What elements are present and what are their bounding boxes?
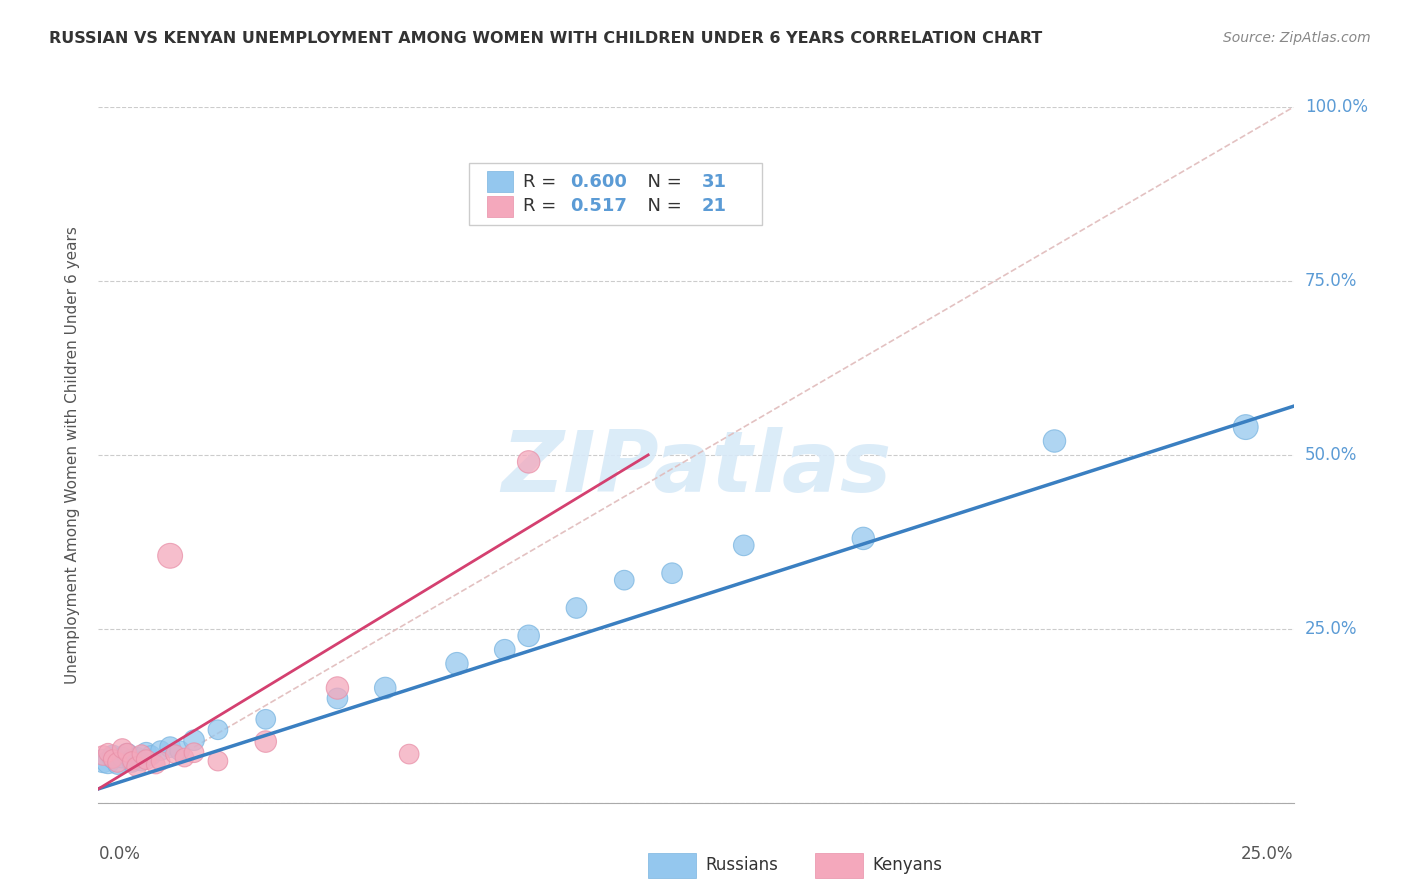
Point (111, 750, 134, 764)
Point (101, 748, 124, 763)
Text: 31: 31 (702, 173, 727, 191)
FancyBboxPatch shape (486, 196, 513, 217)
Point (613, 573, 636, 587)
Point (135, 746, 157, 760)
Point (1043, 434, 1066, 448)
Point (97, 746, 120, 760)
Point (121, 756, 143, 770)
Point (173, 750, 195, 764)
FancyBboxPatch shape (486, 171, 513, 192)
Text: 100.0%: 100.0% (1305, 98, 1368, 116)
Point (149, 754, 172, 768)
Text: N =: N = (637, 173, 688, 191)
Text: 21: 21 (702, 197, 727, 215)
Point (207, 723, 229, 737)
Point (446, 657, 468, 671)
Point (661, 566, 683, 581)
Text: 0.517: 0.517 (571, 197, 627, 215)
Text: 0.0%: 0.0% (98, 845, 141, 863)
Text: Russians: Russians (706, 856, 779, 874)
Point (107, 757, 129, 772)
Text: R =: R = (523, 173, 561, 191)
Point (565, 601, 588, 615)
Text: 25.0%: 25.0% (1241, 845, 1294, 863)
Point (517, 629, 540, 643)
Point (374, 681, 396, 695)
Point (107, 756, 129, 770)
Point (101, 752, 124, 766)
Point (326, 691, 349, 706)
Text: ZIPatlas: ZIPatlas (501, 427, 891, 510)
Point (125, 759, 148, 773)
Point (852, 532, 875, 546)
Point (183, 746, 205, 760)
Point (111, 741, 134, 756)
Point (115, 747, 138, 761)
Point (149, 744, 172, 758)
Point (97, 756, 120, 770)
Point (131, 754, 153, 768)
Text: RUSSIAN VS KENYAN UNEMPLOYMENT AMONG WOMEN WITH CHILDREN UNDER 6 YEARS CORRELATI: RUSSIAN VS KENYAN UNEMPLOYMENT AMONG WOM… (49, 31, 1042, 46)
Point (101, 750, 124, 764)
Point (1234, 420, 1257, 434)
Text: 50.0%: 50.0% (1305, 446, 1357, 464)
Point (121, 754, 143, 768)
Point (135, 753, 157, 767)
Point (169, 744, 191, 758)
Point (398, 747, 420, 761)
Y-axis label: Unemployment Among Women with Children Under 6 years: Unemployment Among Women with Children U… (65, 226, 80, 684)
Point (115, 746, 138, 760)
Point (131, 747, 153, 761)
Text: R =: R = (523, 197, 561, 215)
FancyBboxPatch shape (470, 162, 762, 226)
Point (207, 754, 229, 768)
Text: 0.600: 0.600 (571, 173, 627, 191)
Point (326, 681, 349, 695)
Point (159, 740, 181, 755)
FancyBboxPatch shape (815, 853, 863, 878)
Point (91, 754, 114, 768)
Point (254, 712, 277, 726)
Text: Source: ZipAtlas.com: Source: ZipAtlas.com (1223, 31, 1371, 45)
Point (139, 748, 162, 763)
Text: N =: N = (637, 197, 688, 215)
Point (163, 747, 186, 761)
Text: 75.0%: 75.0% (1305, 272, 1357, 290)
Point (517, 455, 540, 469)
Point (159, 549, 181, 563)
Text: 25.0%: 25.0% (1305, 620, 1357, 638)
Point (183, 733, 205, 747)
Text: Kenyans: Kenyans (873, 856, 943, 874)
Point (91, 748, 114, 763)
Point (145, 757, 167, 772)
Point (254, 734, 277, 748)
Point (494, 642, 516, 657)
Point (125, 750, 148, 764)
Point (121, 753, 143, 767)
FancyBboxPatch shape (648, 853, 696, 878)
Point (733, 538, 755, 552)
